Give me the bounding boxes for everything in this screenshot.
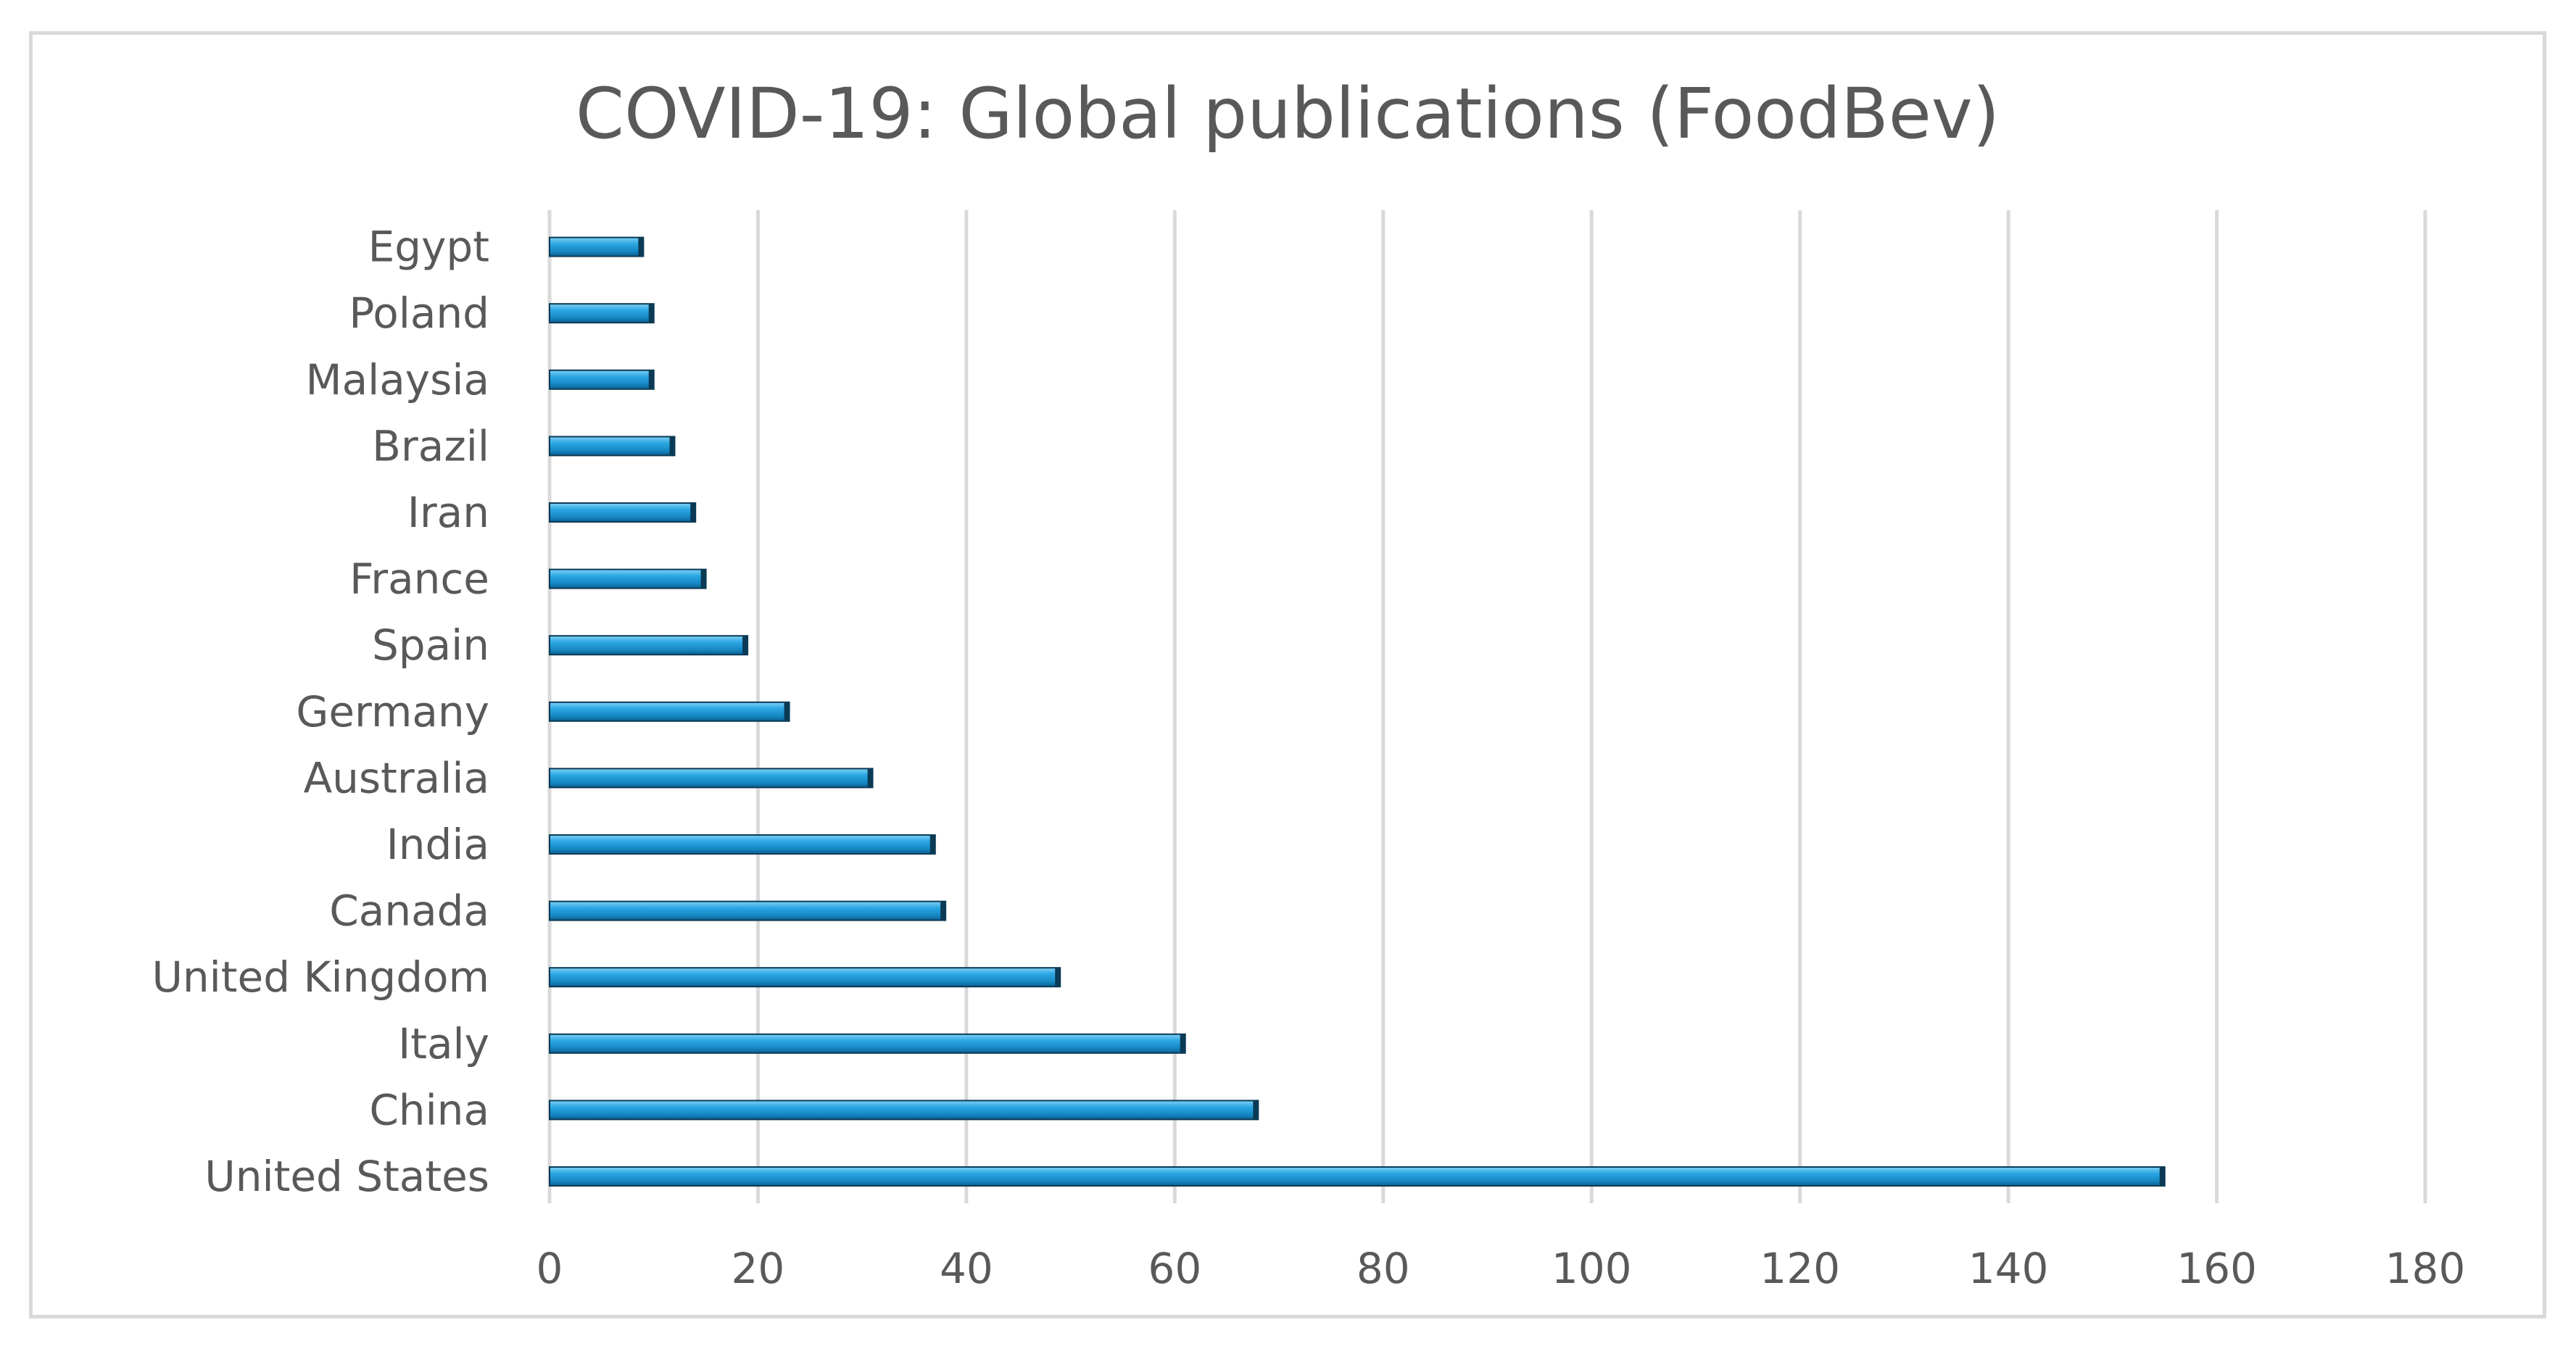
- bar-end-cap: [669, 436, 675, 456]
- x-axis-tick-labels: 0 20 40 60 80 100 120 140 160 180: [537, 1244, 2466, 1293]
- bar: [549, 635, 749, 656]
- x-tick-label: 80: [1357, 1244, 1410, 1293]
- x-tick-label: 20: [732, 1244, 785, 1293]
- category-label: Spain: [372, 620, 489, 670]
- bar: [549, 834, 936, 855]
- category-labels: United States China Italy United Kingdom Can…: [152, 223, 489, 1201]
- bar: [549, 900, 947, 921]
- bar-end-cap: [867, 768, 873, 788]
- category-label: Australia: [303, 753, 489, 802]
- x-tick-label: 140: [1968, 1244, 2049, 1293]
- category-label: Italy: [398, 1019, 489, 1068]
- x-tick-label: 120: [1760, 1244, 1840, 1293]
- category-label: Canada: [329, 886, 489, 936]
- bar-end-cap: [700, 569, 706, 589]
- category-label: Germany: [296, 687, 489, 736]
- grid-lines: [547, 210, 2427, 1203]
- category-label: Egypt: [368, 223, 489, 272]
- bar-end-cap: [648, 370, 654, 389]
- bar: [549, 701, 790, 722]
- bar: [549, 768, 874, 789]
- bar: [549, 568, 707, 589]
- bar-end-cap: [638, 237, 644, 257]
- bar-end-cap: [1055, 968, 1061, 987]
- bar-end-cap: [1253, 1100, 1259, 1120]
- x-tick-label: 160: [2177, 1244, 2257, 1293]
- category-label: United Kingdom: [152, 952, 489, 1002]
- bar-end-cap: [784, 702, 790, 721]
- x-tick-label: 0: [537, 1244, 563, 1293]
- bars: [549, 236, 2166, 1187]
- x-tick-label: 180: [2385, 1244, 2466, 1293]
- bar: [549, 436, 676, 457]
- bar-end-cap: [2159, 1167, 2165, 1186]
- bar: [549, 303, 655, 324]
- category-label: China: [369, 1085, 489, 1134]
- category-label: France: [349, 555, 489, 604]
- category-label: Brazil: [372, 421, 489, 470]
- bar-end-cap: [742, 636, 748, 655]
- bar-end-cap: [690, 503, 696, 522]
- chart-title: COVID-19: Global publications (FoodBev): [576, 73, 2000, 154]
- x-tick-label: 40: [940, 1244, 993, 1293]
- bar: [549, 236, 645, 257]
- bar: [549, 1100, 1259, 1121]
- bar-end-cap: [929, 835, 935, 854]
- bar: [549, 502, 697, 523]
- category-label: India: [386, 820, 489, 869]
- x-tick-label: 100: [1552, 1244, 1632, 1293]
- bar-end-cap: [648, 304, 654, 323]
- category-label: Malaysia: [306, 355, 489, 404]
- bar: [549, 1033, 1186, 1054]
- bar: [549, 1166, 2166, 1187]
- category-label: Poland: [349, 288, 489, 338]
- category-label: United States: [204, 1152, 489, 1201]
- category-label: Iran: [407, 488, 489, 537]
- bar-end-cap: [940, 901, 946, 921]
- bar-end-cap: [1180, 1034, 1185, 1053]
- chart-frame: [29, 31, 2546, 1318]
- bar: [549, 967, 1061, 988]
- bar: [549, 369, 655, 390]
- x-tick-label: 60: [1148, 1244, 1201, 1293]
